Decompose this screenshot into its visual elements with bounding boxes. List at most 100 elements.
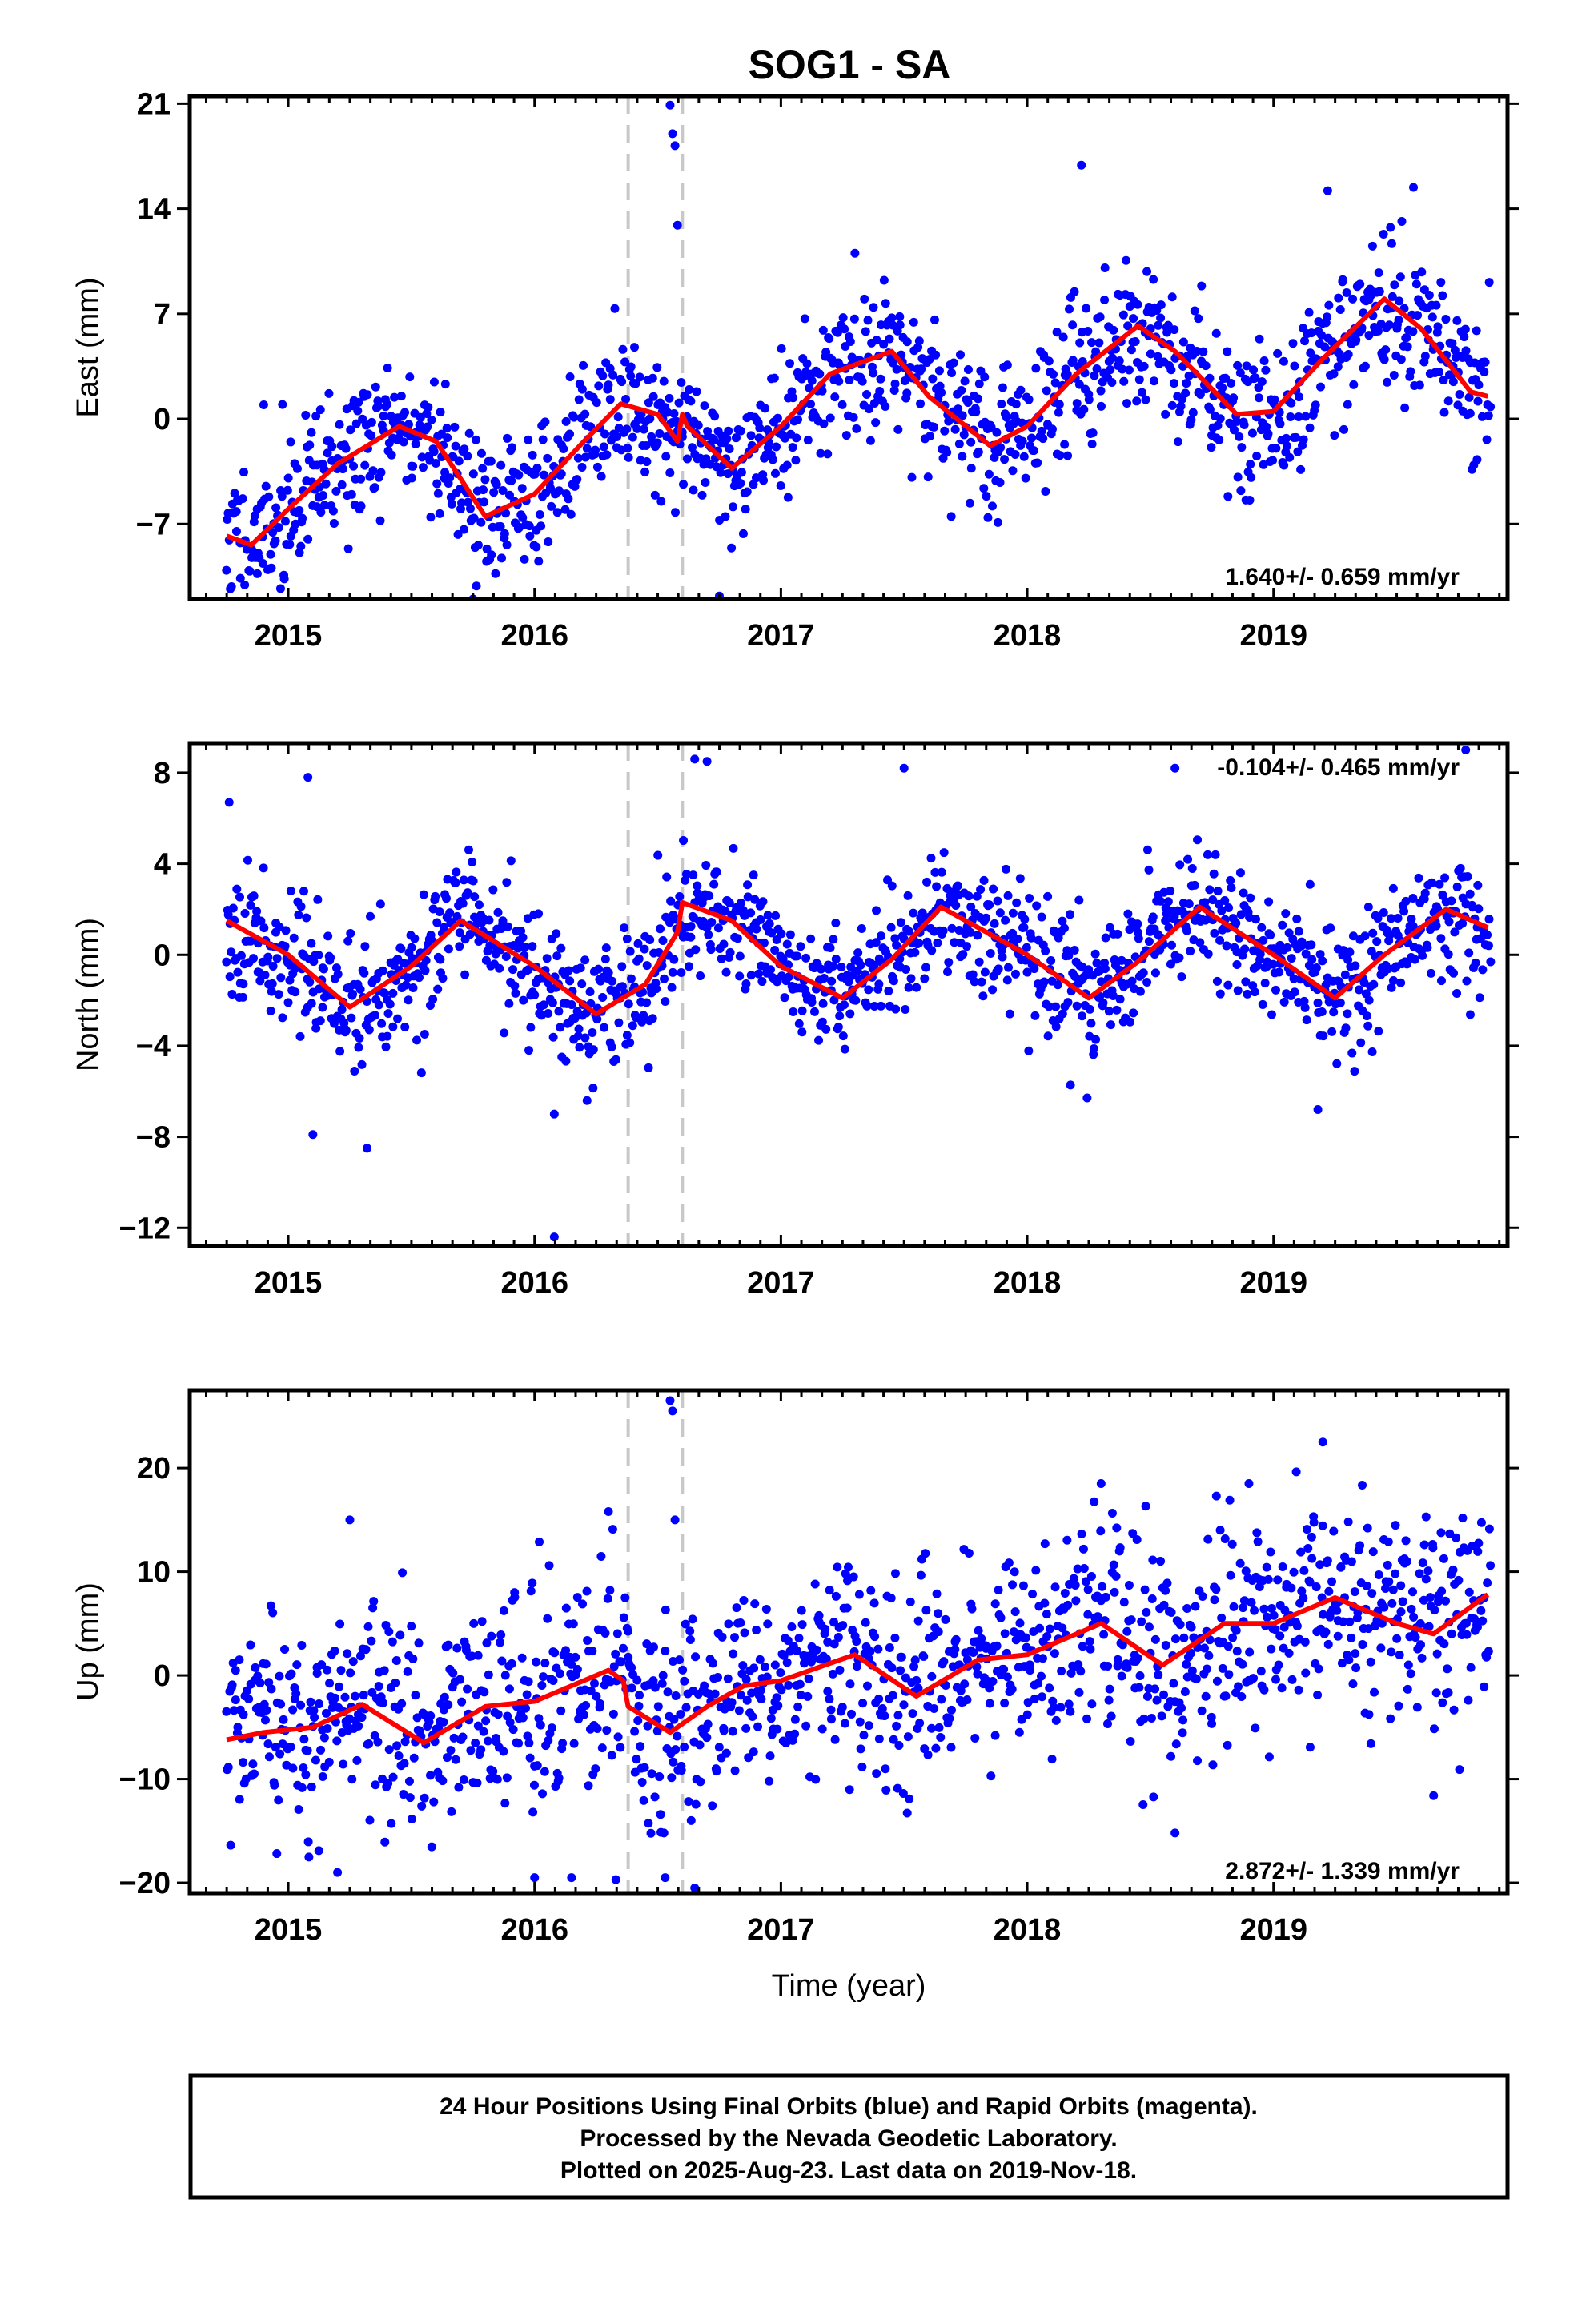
east-data-point [916, 399, 926, 408]
north-data-point [1452, 882, 1462, 891]
north-data-point [901, 1004, 910, 1014]
east-data-point [404, 420, 413, 429]
up-x-tick-label: 2017 [747, 1913, 815, 1947]
north-data-point [1475, 993, 1484, 1003]
north-data-point [1267, 1010, 1276, 1019]
east-data-point [582, 444, 592, 453]
east-data-point [1011, 400, 1021, 409]
north-data-point [1281, 909, 1291, 919]
north-data-point [771, 911, 781, 920]
up-data-point [1263, 1612, 1272, 1622]
up-data-point [736, 1691, 745, 1700]
up-data-point [1166, 1751, 1176, 1761]
north-data-point [743, 892, 753, 902]
up-data-point [1224, 1670, 1234, 1679]
up-data-point [1443, 1687, 1453, 1697]
up-data-point [540, 1659, 550, 1668]
north-data-point [286, 887, 295, 896]
north-data-point [452, 911, 462, 921]
up-data-point [1212, 1676, 1222, 1686]
east-data-point [1486, 402, 1496, 412]
up-data-point [547, 1723, 556, 1733]
up-data-point [1344, 1655, 1354, 1665]
north-data-point [1239, 888, 1248, 898]
east-data-point [1460, 332, 1469, 342]
up-data-point [650, 1792, 660, 1802]
up-data-point [732, 1603, 741, 1613]
up-data-point [1366, 1739, 1375, 1748]
up-data-point [616, 1657, 626, 1667]
up-data-point [766, 1714, 776, 1723]
up-data-point [992, 1641, 1002, 1651]
up-data-point [280, 1644, 290, 1654]
east-data-point [1038, 434, 1048, 444]
east-data-point [431, 458, 440, 468]
up-data-point [996, 1613, 1006, 1622]
east-data-point [1018, 436, 1027, 446]
east-data-point [354, 397, 363, 407]
north-data-point [1388, 975, 1398, 985]
east-data-point [895, 312, 905, 321]
north-data-point [296, 902, 306, 911]
east-data-point [944, 416, 954, 426]
east-data-point [1306, 348, 1315, 358]
up-data-point [776, 1668, 785, 1678]
up-data-point [1474, 1538, 1484, 1548]
east-data-point [759, 476, 769, 485]
east-data-point [532, 542, 541, 552]
east-data-point [1207, 443, 1216, 452]
up-data-point [620, 1593, 630, 1602]
north-data-point [891, 1004, 901, 1014]
up-data-point [1113, 1655, 1122, 1664]
north-data-point [1174, 953, 1184, 963]
north-data-point [801, 953, 811, 963]
east-data-point [1124, 365, 1134, 375]
east-data-point [396, 392, 406, 401]
up-data-point [508, 1725, 518, 1735]
east-data-point [1436, 278, 1446, 287]
up-data-point [1250, 1606, 1259, 1615]
east-data-point [1431, 300, 1441, 310]
up-data-point [1105, 1684, 1114, 1694]
north-data-point [1051, 1022, 1061, 1031]
east-data-point [1173, 437, 1182, 447]
up-data-point [539, 1672, 548, 1682]
up-data-point [429, 1797, 439, 1807]
up-data-point [1135, 1671, 1145, 1681]
east-data-point [432, 479, 442, 489]
east-data-point [356, 501, 366, 511]
east-data-point [889, 385, 899, 395]
north-data-point [548, 998, 557, 1007]
up-data-point [544, 1561, 554, 1570]
north-data-point [932, 882, 942, 891]
up-data-point [1299, 1566, 1309, 1575]
north-data-point [833, 1022, 843, 1031]
east-data-point [319, 501, 329, 510]
east-data-point [1259, 460, 1268, 469]
east-data-point [440, 380, 450, 389]
east-data-point [315, 405, 325, 415]
north-data-point [797, 1027, 807, 1037]
east-data-point [869, 303, 878, 312]
north-data-point [921, 963, 930, 972]
east-data-point [1181, 388, 1191, 398]
up-data-point [859, 1731, 869, 1740]
east-data-point [476, 448, 486, 458]
up-data-point [1119, 1598, 1129, 1607]
up-data-point [1217, 1613, 1227, 1622]
north-data-point [1368, 928, 1378, 938]
up-data-point [728, 1727, 737, 1736]
north-data-point [749, 870, 758, 880]
up-data-point [556, 1706, 566, 1715]
north-data-point [962, 942, 972, 951]
up-data-point [1234, 1682, 1243, 1691]
east-data-point [337, 480, 347, 489]
east-data-point [630, 343, 640, 352]
up-data-point [1203, 1534, 1213, 1544]
up-data-point [311, 1755, 320, 1765]
up-data-point [1345, 1617, 1355, 1626]
north-data-point [667, 983, 677, 992]
up-data-point [864, 1721, 873, 1731]
north-data-point [1226, 875, 1235, 885]
up-data-point [742, 1695, 752, 1705]
